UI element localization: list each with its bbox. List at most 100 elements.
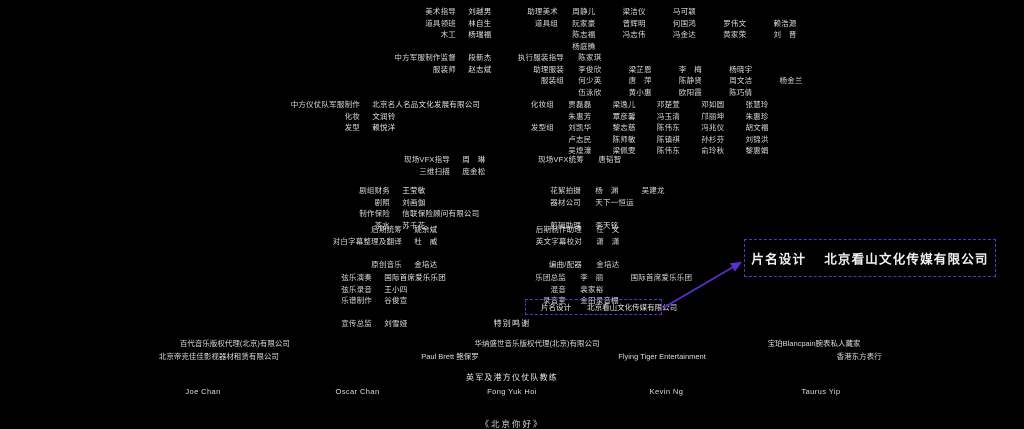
credit-name: 贾磊磊: [568, 100, 592, 109]
thanks-item: 宝珀Blancpain腕表私人藏家: [767, 339, 861, 348]
credit-row: 剧照 刘画伽: [340, 197, 500, 209]
credit-name: 何国鸿: [672, 18, 696, 28]
credit-name: 金培达: [414, 259, 438, 269]
credit-name: 李天铭: [595, 220, 619, 230]
thanks-item: 百代音乐版权代理(北京)有限公司: [179, 339, 290, 348]
credit-role: 器材公司: [550, 197, 581, 207]
credit-block-costume-right: 执行服装指导 陈家琪 助理服装 李俊欣 梁芷恩 李 梅 杨晓宇 服装组 何少英 …: [506, 52, 827, 98]
credit-name: 陈镇祺: [656, 134, 680, 144]
credit-name: 陈师敏: [612, 134, 636, 144]
coaches-heading: 英军及港方仪仗队教练: [466, 373, 558, 382]
credit-name: 孙杉芬: [701, 134, 725, 144]
credit-role: 服装师: [432, 64, 456, 74]
special-thanks-row-1: 百代音乐版权代理(北京)有限公司 华纳盛世音乐版权代理(北京)有限公司 宝珀Bl…: [0, 338, 1024, 349]
credit-block-production-right: 花絮拍摄 杨 渊 吴建龙 器材公司 天下一恒运 剪辑助理 李天铭: [537, 185, 686, 231]
credit-name: 陈伟东: [656, 146, 680, 156]
credit-name: 覃彦馨: [612, 111, 636, 121]
credit-row: 剪辑助理 李天铭: [537, 220, 686, 232]
credit-name: 俞玲秋: [701, 146, 725, 156]
credit-role: 中方仪仗队军服制作: [290, 100, 360, 109]
credit-row: 英文字幕校对 潇 潇: [520, 236, 644, 248]
credit-row: 道具组 阮家豪 曾辉明 何国鸿 罗伟文 赖浩源: [516, 18, 821, 30]
credit-block-vfx-left: 现场VFX指导 周 琳 三维扫描 庞金松: [388, 154, 500, 177]
credit-role: 片名设计: [541, 303, 571, 312]
film-segment-title: 《北京你好》: [480, 419, 544, 429]
credit-role: 弦乐演奏: [341, 273, 372, 282]
special-thanks-heading: 特别鸣谢: [493, 319, 531, 328]
credit-name: 杨金兰: [779, 76, 803, 86]
coaches-row: Joe Chan Oscar Chan Fong Yuk Hoi Kevin N…: [0, 387, 1024, 396]
credit-name: 唐韬智: [598, 155, 622, 164]
annotation-highlight-box[interactable]: [525, 299, 662, 315]
annotation-callout-box[interactable]: 片名设计 北京看山文化传媒有限公司: [744, 239, 996, 277]
credit-row: 卢志民 陈师敏 陈镇祺 孙杉芬 刘锦洪: [524, 134, 787, 146]
credit-row: 化妆组 贾磊磊 梁逸儿 邓楚萱 邓如圆 张慧玲: [524, 99, 787, 111]
credit-name: 庞金松: [462, 166, 486, 176]
credit-block-makeup-right: 化妆组 贾磊磊 梁逸儿 邓楚萱 邓如圆 张慧玲 朱惠芳 覃彦馨 冯玉清 邝丽坤 …: [524, 99, 787, 157]
credit-row: 乐团总监 李 丽 国际首席爱乐乐团: [524, 272, 721, 284]
credit-block-post-left: 后期统筹 姚余斌 对白字幕整理及翻译 杜 威 原创音乐 金培达: [320, 224, 500, 270]
credit-name: 刘 晋: [773, 30, 797, 40]
thanks-item: 华纳盛世音乐版权代理(北京)有限公司: [474, 339, 600, 348]
credit-role: 英文字幕校对: [535, 236, 582, 246]
credit-name: 阮家豪: [572, 18, 596, 28]
credit-name: 周静儿: [572, 7, 596, 16]
credit-name: 杨瑞福: [468, 30, 492, 40]
credit-row: 现场VFX统筹 唐韬智: [528, 154, 646, 166]
credit-block-art-right: 助理美术 周静儿 梁洁仪 马可颖 道具组 阮家豪 曾辉明 何国鸿 罗伟文 赖浩源…: [516, 6, 821, 52]
callout-company: 北京看山文化传媒有限公司: [824, 252, 989, 267]
credit-name: 冯玉清: [656, 111, 680, 121]
credit-name: 北京名人名品文化发展有限公司: [372, 100, 481, 109]
credit-role: 后期制作助理: [535, 225, 582, 234]
credit-block-vfx-right: 现场VFX统筹 唐韬智: [528, 154, 646, 166]
credit-name: 段新杰: [468, 53, 492, 62]
credit-row: 现场VFX指导 周 琳: [388, 154, 500, 166]
thanks-item: 北京帝克佳佳影视器材租赁有限公司: [158, 352, 279, 361]
credit-row: 对白字幕整理及翻译 杜 威: [320, 236, 500, 248]
credit-row: 乐谱制作 谷俊宣: [320, 295, 500, 307]
credit-name: 国际首席爱乐乐团: [630, 273, 693, 282]
credit-name: 李 丽: [580, 273, 604, 282]
credit-role: 剪辑助理: [550, 220, 581, 230]
coach-name: Oscar Chan: [335, 387, 380, 396]
credit-row: 三维扫描 庞金松: [388, 166, 500, 178]
credit-row: 弦乐演奏 国际首席爱乐乐团: [320, 272, 500, 284]
credit-name: 陈静贤: [678, 76, 702, 86]
credit-role: 服装组: [540, 76, 564, 86]
coach-name: Joe Chan: [185, 387, 221, 396]
credit-row: 服装组 何少英 唐 萍 陈静贤 周文洁 杨金兰: [506, 75, 827, 87]
credit-role: 混音: [550, 284, 566, 294]
credit-name: 李 梅: [678, 64, 702, 74]
credit-name: 卢志民: [568, 134, 592, 144]
credit-name: 何少英: [578, 76, 602, 86]
credit-name: 黎惠娟: [745, 146, 769, 156]
credit-row: 美术指导 刘越男: [400, 6, 500, 18]
credit-row: [320, 247, 500, 259]
credit-role: 现场VFX指导: [404, 155, 450, 164]
credit-row: 执行服装指导 陈家琪: [506, 52, 827, 64]
credit-role: 助理服装: [533, 64, 564, 74]
credit-name: 邝丽坤: [701, 111, 725, 121]
credit-row: 制作保险 信联保险顾问有限公司: [340, 208, 500, 220]
credit-name: 梁芷恩: [628, 64, 652, 74]
credit-name: 陈巧倩: [729, 87, 753, 97]
thanks-item: Flying Tiger Entertainment: [618, 352, 706, 361]
credit-name: 邓楚萱: [656, 100, 680, 109]
credit-name: 王莹敏: [402, 186, 426, 195]
credit-name: 国际首席爱乐乐团: [384, 273, 446, 282]
credit-name: 罗伟文: [723, 18, 747, 28]
credit-name: 信联保险顾问有限公司: [402, 209, 480, 219]
credit-name: 张慧玲: [745, 100, 769, 109]
credit-row: 混音 裴家裕: [524, 284, 721, 296]
credit-name: 朱惠芳: [568, 111, 592, 121]
credit-row: 发型组 刘凯华 黎志慈 陈伟东 冯兆仪 胡文福: [524, 122, 787, 134]
credit-block-production-left: 剧组财务 王莹敏 剧照 刘画伽 制作保险 信联保险顾问有限公司 茶水 苏千花: [340, 185, 500, 231]
credit-block-post-right: 后期制作助理 任 文 英文字幕校对 潇 潇 编曲/配器 金培达: [520, 224, 644, 270]
credit-name: 邓如圆: [701, 100, 725, 109]
credit-role: 发型组: [530, 123, 554, 133]
credit-role: 乐团总监: [535, 273, 566, 282]
credit-block-makeup-left: 中方仪仗队军服制作 北京名人名品文化发展有限公司 化妆 文润铃 发型 赖悦洋: [280, 99, 500, 134]
credit-row: 花絮拍摄 杨 渊 吴建龙: [537, 185, 686, 197]
credit-row: 助理美术 周静儿 梁洁仪 马可颖: [516, 6, 821, 18]
